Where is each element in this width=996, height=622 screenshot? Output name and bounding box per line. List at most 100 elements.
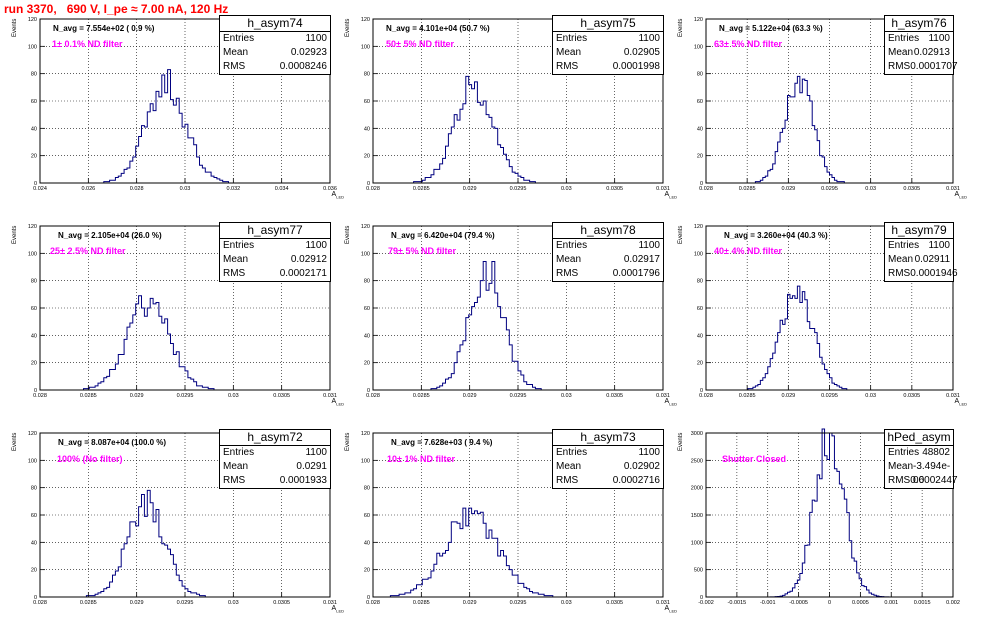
plot-svg: 0.028 0.0285 0.029 0.0295 0.03 0.0305 0.031 0 20… bbox=[361, 431, 670, 606]
y-tick-label: 40 bbox=[364, 540, 370, 546]
x-tick-label: 0.029 bbox=[130, 600, 144, 606]
stats-key: Mean bbox=[223, 461, 249, 472]
stats-row-rms: RMS 0.0001707 bbox=[885, 60, 958, 74]
filter-label: 1± 0.1% ND filter bbox=[52, 39, 123, 49]
stats-key: Entries bbox=[223, 33, 255, 44]
stats-row-rms: RMS 0.0008246 bbox=[220, 60, 330, 74]
y-tick-label: 0 bbox=[700, 388, 703, 394]
x-tick-label: 0.028 bbox=[33, 600, 47, 606]
filter-label: 63± 5% ND filter bbox=[714, 39, 782, 49]
x-tick-label: 0.028 bbox=[130, 186, 144, 192]
x-axis-label-subscript: LED bbox=[669, 608, 677, 614]
y-tick-label: 20 bbox=[697, 154, 703, 160]
stats-box-title: h_asym74 bbox=[220, 16, 330, 32]
y-tick-label: 60 bbox=[364, 513, 370, 519]
stats-key: RMS bbox=[556, 268, 579, 279]
x-tick-label: 0.028 bbox=[33, 393, 47, 399]
stats-row-mean: Mean 0.02917 bbox=[553, 253, 663, 267]
stats-value: 0.02902 bbox=[623, 461, 660, 472]
stats-row-mean: Mean 0.0291 bbox=[220, 460, 330, 474]
histogram-line bbox=[706, 75, 953, 184]
stats-key: Mean bbox=[556, 254, 582, 265]
y-tick-label: 20 bbox=[697, 361, 703, 367]
x-axis-label-subscript: LED bbox=[336, 608, 344, 614]
y-tick-label: 3000 bbox=[691, 431, 703, 437]
x-tick-label: 0.0295 bbox=[177, 600, 194, 606]
y-tick-label: 60 bbox=[31, 513, 37, 519]
stats-row-entries: Entries 1100 bbox=[553, 239, 663, 253]
y-tick-label: 0 bbox=[367, 388, 370, 394]
stats-key: Mean bbox=[223, 47, 249, 58]
y-axis-label: Events bbox=[678, 225, 684, 244]
y-tick-label: 0 bbox=[700, 181, 703, 187]
x-tick-label: 0.031 bbox=[656, 186, 670, 192]
stats-row-mean: Mean -3.494e-06 bbox=[885, 460, 953, 486]
navg-label: N_avg = 3.260e+04 (40.3 %) bbox=[724, 231, 828, 240]
x-tick-label: -0.0015 bbox=[728, 600, 747, 606]
plot-svg: -0.002 -0.0015 -0.001 -0.0005 0 0.0005 0.001 0.… bbox=[691, 428, 960, 606]
y-tick-label: 20 bbox=[31, 154, 37, 160]
x-tick-label: -0.002 bbox=[698, 600, 714, 606]
x-axis-label: ALED bbox=[665, 605, 677, 613]
y-tick-label: 1500 bbox=[691, 513, 703, 519]
y-tick-label: 60 bbox=[697, 306, 703, 312]
stats-box: h_asym78 Entries 1100 Mean 0.02917 RMS 0.00017… bbox=[552, 222, 664, 282]
stats-box-title: hPed_asym bbox=[885, 430, 953, 446]
stats-value: 0.0002447 bbox=[910, 475, 958, 486]
navg-label: N_avg = 4.101e+04 (50.7 %) bbox=[386, 24, 490, 33]
stats-key: Entries bbox=[223, 240, 255, 251]
y-tick-label: 100 bbox=[361, 251, 370, 257]
x-axis-label: ALED bbox=[665, 191, 677, 199]
stats-row-mean: Mean 0.02913 bbox=[885, 46, 953, 60]
stats-value: 0.02911 bbox=[914, 254, 950, 265]
y-tick-label: 100 bbox=[694, 251, 703, 257]
x-tick-label: 0.03 bbox=[561, 393, 572, 399]
x-tick-label: 0.0295 bbox=[821, 393, 838, 399]
y-tick-label: 20 bbox=[31, 361, 37, 367]
y-tick-label: 100 bbox=[28, 44, 37, 50]
stats-box-title: h_asym77 bbox=[220, 223, 330, 239]
stats-value: 0.02913 bbox=[913, 47, 950, 58]
y-tick-label: 100 bbox=[28, 251, 37, 257]
x-tick-label: 0.029 bbox=[781, 393, 795, 399]
y-tick-label: 100 bbox=[361, 44, 370, 50]
stats-box-title: h_asym72 bbox=[220, 430, 330, 446]
x-tick-label: 0.0305 bbox=[606, 393, 623, 399]
x-tick-label: 0.0285 bbox=[739, 393, 756, 399]
stats-box-title: h_asym73 bbox=[553, 430, 663, 446]
stats-row-mean: Mean 0.02905 bbox=[553, 46, 663, 60]
histogram-line bbox=[373, 507, 663, 598]
stats-row-rms: RMS 0.0002716 bbox=[553, 474, 663, 488]
filter-label: 79± 5% ND filter bbox=[388, 246, 456, 256]
y-tick-label: 0 bbox=[34, 181, 37, 187]
stats-key: RMS bbox=[556, 61, 579, 72]
y-tick-label: 40 bbox=[364, 126, 370, 132]
stats-box: hPed_asym Entries 48802 Mean -3.494e-06 RMS 0.… bbox=[884, 429, 958, 489]
stats-row-mean: Mean 0.02902 bbox=[553, 460, 663, 474]
histogram-line bbox=[40, 295, 330, 391]
stats-value: 1100 bbox=[638, 33, 660, 44]
x-tick-label: 0.029 bbox=[781, 186, 795, 192]
y-tick-label: 0 bbox=[34, 388, 37, 394]
x-tick-label: 0.029 bbox=[463, 393, 477, 399]
filter-label: 50± 5% ND filter bbox=[386, 39, 454, 49]
stats-value: 48802 bbox=[922, 447, 950, 458]
stats-box: h_asym75 Entries 1100 Mean 0.02905 RMS 0.00019… bbox=[552, 15, 664, 75]
y-tick-label: 40 bbox=[31, 126, 37, 132]
y-axis-label: Events bbox=[12, 225, 18, 244]
stats-key: Entries bbox=[556, 33, 588, 44]
y-tick-label: 40 bbox=[697, 333, 703, 339]
x-tick-label: 0.0305 bbox=[606, 600, 623, 606]
x-tick-label: 0.0305 bbox=[273, 600, 290, 606]
histogram-panel-h_asym76: 0.028 0.0285 0.029 0.0295 0.03 0.0305 0.031 0 20… bbox=[678, 15, 967, 199]
histogram-line bbox=[40, 489, 330, 598]
x-axis-label: ALED bbox=[332, 605, 344, 613]
stats-box-title: h_asym75 bbox=[553, 16, 663, 32]
y-tick-label: 0 bbox=[367, 595, 370, 601]
stats-key: Entries bbox=[888, 33, 920, 44]
x-axis-label-subscript: LED bbox=[336, 194, 344, 200]
x-axis-label-main: A bbox=[331, 191, 337, 198]
y-tick-label: 120 bbox=[28, 431, 37, 437]
y-tick-label: 60 bbox=[364, 99, 370, 105]
stats-row-entries: Entries 48802 bbox=[885, 446, 953, 460]
